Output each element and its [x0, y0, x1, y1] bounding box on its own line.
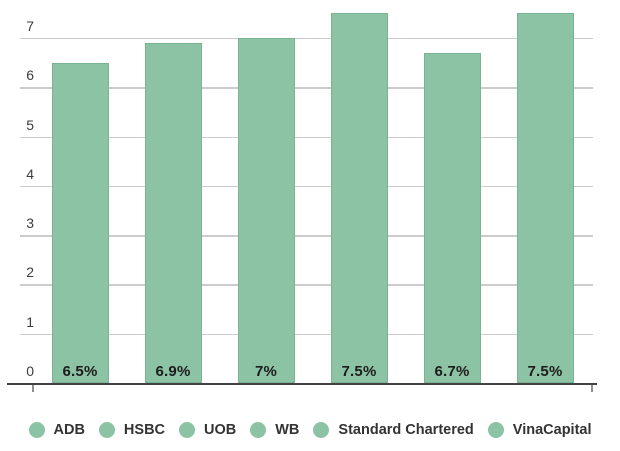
legend-item-vinacapital[interactable]: VinaCapital: [487, 422, 592, 438]
y-grid-line-5: [20, 136, 593, 138]
y-axis-label-6: 6: [26, 67, 34, 84]
legend-swatch-icon: [250, 422, 267, 438]
legend-item-uob[interactable]: UOB: [179, 422, 236, 438]
legend-swatch-icon: [98, 422, 115, 438]
axis-tick-left: [32, 385, 34, 392]
bar-value-label: 6.5%: [62, 362, 98, 380]
y-grid-line-4: [20, 185, 593, 188]
legend-label: ADB: [53, 422, 85, 438]
y-grid-line-7: [20, 37, 593, 40]
y-grid-line-6: [20, 87, 593, 89]
bar-hsbc[interactable]: 6.9%: [144, 42, 202, 383]
bar-value-label: 7.5%: [341, 363, 377, 380]
bar-value-label: 6.7%: [434, 362, 470, 380]
bar-uob[interactable]: 7%: [237, 37, 295, 383]
y-grid-line-2: [20, 284, 593, 286]
legend-label: Standard Chartered: [338, 422, 474, 438]
legend-swatch-icon: [313, 422, 330, 438]
y-axis-label-4: 4: [26, 165, 34, 182]
y-axis-label-7: 7: [26, 17, 34, 34]
legend-label: HSBC: [123, 422, 166, 438]
bar-value-label: 7%: [254, 362, 278, 380]
legend-label: WB: [275, 422, 300, 438]
y-axis-label-2: 2: [26, 264, 34, 281]
y-grid-line-3: [20, 235, 593, 237]
y-axis-label-3: 3: [26, 215, 34, 232]
y-grid-line-1: [20, 333, 593, 336]
bar-value-label: 6.9%: [155, 362, 191, 380]
legend-swatch-icon: [487, 422, 504, 438]
legend: ADB HSBC UOB WB Standard Chartered VinaCapita…: [0, 417, 620, 443]
legend-item-standard-chartered[interactable]: Standard Chartered: [313, 422, 474, 438]
y-axis-label-0: 0: [26, 363, 34, 379]
legend-swatch-icon: [179, 422, 196, 438]
legend-item-wb[interactable]: WB: [250, 422, 299, 438]
x-axis-line: [7, 383, 597, 385]
bar-value-label: 7.5%: [527, 363, 563, 380]
bar-adb[interactable]: 6.5%: [51, 62, 109, 383]
legend-swatch-icon: [28, 422, 45, 438]
legend-item-adb[interactable]: ADB: [28, 422, 85, 438]
bar-wb[interactable]: 7.5%: [330, 13, 388, 383]
legend-item-hsbc[interactable]: HSBC: [98, 422, 166, 438]
legend-label: UOB: [204, 422, 237, 438]
bar-standard-chartered[interactable]: 6.7%: [423, 52, 481, 383]
axis-tick-right: [591, 385, 593, 392]
bar-vinacapital[interactable]: 7.5%: [516, 13, 574, 383]
y-axis-label-5: 5: [26, 116, 34, 133]
y-axis-label-1: 1: [26, 313, 34, 330]
legend-label: VinaCapital: [512, 422, 592, 438]
